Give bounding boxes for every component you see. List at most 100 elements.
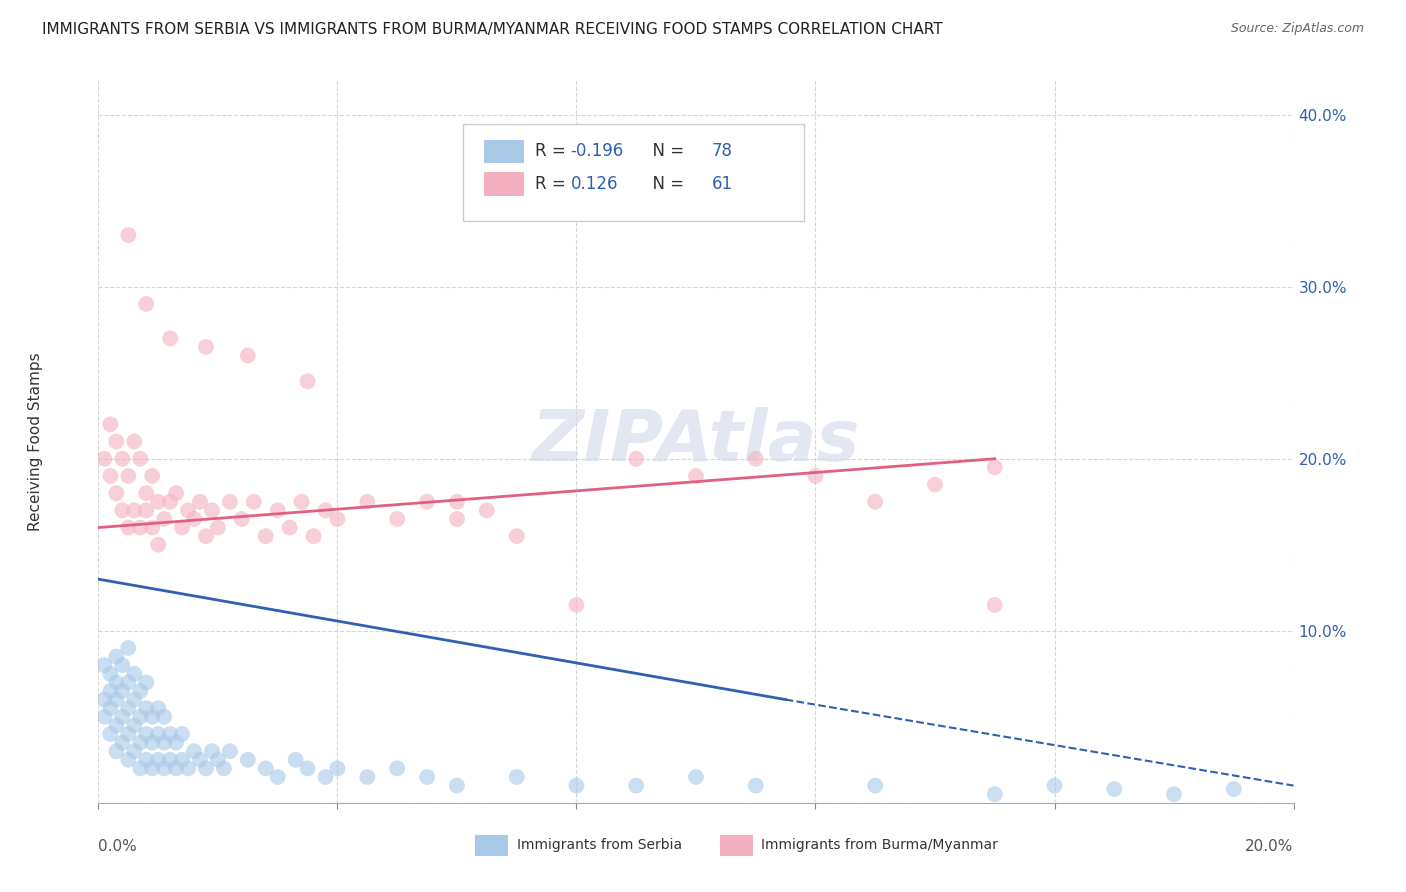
Point — [135, 486, 157, 500]
Point — [195, 529, 218, 543]
Point — [356, 494, 378, 508]
Point — [117, 520, 139, 534]
Point — [117, 701, 139, 715]
FancyBboxPatch shape — [485, 139, 524, 163]
Point — [148, 753, 170, 767]
Point — [148, 727, 170, 741]
Point — [148, 701, 170, 715]
Point — [135, 753, 157, 767]
Point — [153, 735, 176, 749]
Text: 20.0%: 20.0% — [1246, 838, 1294, 854]
Point — [506, 529, 529, 543]
Point — [111, 684, 134, 698]
Point — [159, 331, 181, 345]
Point — [984, 787, 1007, 801]
Point — [685, 770, 707, 784]
Point — [219, 494, 242, 508]
Point — [141, 520, 163, 534]
Point — [1223, 782, 1246, 797]
Text: 78: 78 — [711, 142, 733, 160]
Text: 0.126: 0.126 — [571, 175, 619, 193]
Point — [111, 451, 134, 466]
Point — [254, 529, 277, 543]
Point — [565, 598, 588, 612]
Point — [111, 710, 134, 724]
Point — [105, 718, 128, 732]
Point — [153, 761, 176, 775]
Point — [201, 744, 224, 758]
Point — [105, 692, 128, 706]
Point — [159, 494, 181, 508]
Point — [135, 503, 157, 517]
Point — [475, 503, 498, 517]
Text: IMMIGRANTS FROM SERBIA VS IMMIGRANTS FROM BURMA/MYANMAR RECEIVING FOOD STAMPS CO: IMMIGRANTS FROM SERBIA VS IMMIGRANTS FRO… — [42, 22, 943, 37]
Point — [188, 753, 211, 767]
Point — [135, 701, 157, 715]
Point — [297, 761, 319, 775]
Point — [98, 417, 122, 432]
Point — [207, 520, 229, 534]
Point — [159, 753, 181, 767]
Point — [98, 684, 122, 698]
Point — [984, 598, 1007, 612]
Point — [804, 469, 827, 483]
Point — [98, 701, 122, 715]
Point — [745, 779, 768, 793]
Point — [129, 735, 152, 749]
Point — [984, 460, 1007, 475]
Point — [111, 658, 134, 673]
Point — [1043, 779, 1066, 793]
FancyBboxPatch shape — [463, 124, 804, 221]
Point — [356, 770, 378, 784]
Point — [626, 451, 648, 466]
Point — [117, 675, 139, 690]
Point — [446, 512, 468, 526]
Point — [326, 512, 349, 526]
Point — [105, 675, 128, 690]
Point — [385, 512, 409, 526]
Point — [177, 503, 200, 517]
Point — [98, 469, 122, 483]
Point — [291, 494, 314, 508]
Text: N =: N = — [643, 142, 689, 160]
Point — [159, 727, 181, 741]
Point — [117, 228, 139, 243]
Point — [124, 692, 146, 706]
Point — [105, 744, 128, 758]
FancyBboxPatch shape — [720, 835, 754, 855]
Point — [446, 494, 468, 508]
Point — [148, 538, 170, 552]
Point — [243, 494, 266, 508]
Point — [315, 770, 337, 784]
Point — [177, 761, 200, 775]
Point — [254, 761, 277, 775]
Point — [93, 658, 115, 673]
Point — [236, 349, 259, 363]
Point — [201, 503, 224, 517]
Point — [165, 486, 187, 500]
Point — [165, 735, 187, 749]
Point — [219, 744, 242, 758]
Point — [124, 434, 146, 449]
Point — [111, 503, 134, 517]
Point — [129, 684, 152, 698]
Text: ZIPAtlas: ZIPAtlas — [531, 407, 860, 476]
Point — [165, 761, 187, 775]
FancyBboxPatch shape — [475, 835, 509, 855]
Point — [267, 503, 290, 517]
Text: 61: 61 — [711, 175, 733, 193]
Point — [105, 434, 128, 449]
Text: -0.196: -0.196 — [571, 142, 624, 160]
Point — [267, 770, 290, 784]
Text: R =: R = — [534, 142, 571, 160]
Point — [212, 761, 235, 775]
Point — [129, 761, 152, 775]
Point — [565, 779, 588, 793]
Point — [385, 761, 409, 775]
Point — [117, 727, 139, 741]
Point — [183, 744, 205, 758]
Point — [124, 503, 146, 517]
Point — [141, 735, 163, 749]
Point — [284, 753, 307, 767]
Point — [141, 710, 163, 724]
